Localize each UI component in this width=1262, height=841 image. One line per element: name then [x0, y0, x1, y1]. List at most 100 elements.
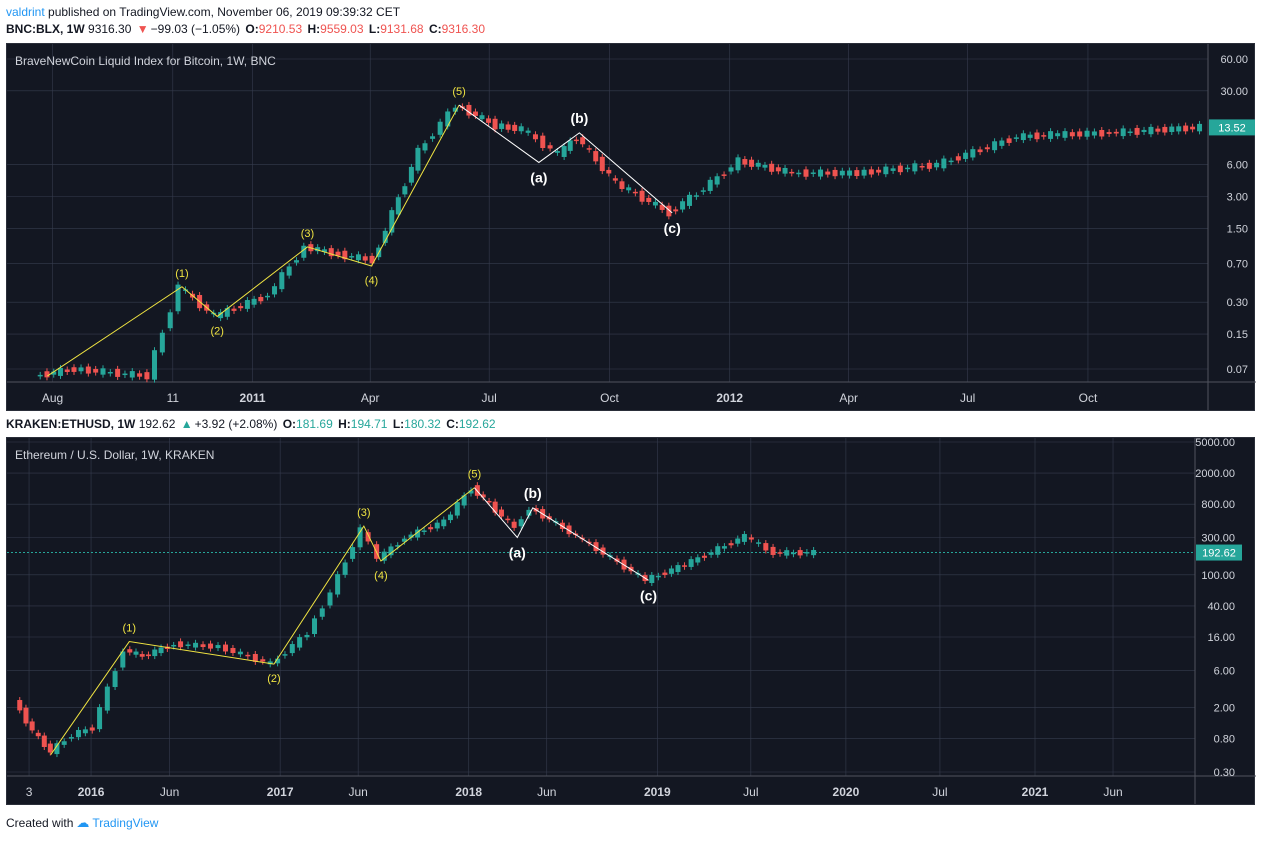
- candle-body: [804, 551, 810, 554]
- grid-lines: [7, 438, 1195, 776]
- candle-body: [619, 181, 625, 189]
- candle-body: [682, 565, 688, 567]
- candle-body: [825, 171, 831, 175]
- author-name[interactable]: valdrint: [6, 5, 45, 19]
- candle-body: [675, 565, 681, 572]
- chart1-symbol[interactable]: BNC:BLX, 1W: [6, 22, 85, 36]
- candle-body: [127, 649, 133, 653]
- candle-body: [193, 642, 199, 648]
- candle-body: [245, 654, 251, 657]
- candle-body: [54, 743, 60, 755]
- candle-body: [335, 574, 341, 595]
- chart2-close-label: C:: [446, 417, 459, 431]
- candle-body: [632, 191, 638, 194]
- candle-body: [468, 490, 474, 494]
- publish-header: valdrint published on TradingView.com, N…: [6, 5, 400, 19]
- candle-body: [37, 374, 43, 377]
- candle-body: [498, 509, 504, 517]
- candle-body: [518, 126, 524, 132]
- wave-label: (5): [468, 469, 481, 481]
- candle-body: [941, 158, 947, 169]
- wave-label: (1): [123, 623, 136, 635]
- y-tick-label: 1.50: [1227, 223, 1248, 235]
- last-price-badge: [1196, 544, 1242, 561]
- chart1-change: −99.03 (−1.05%): [150, 22, 241, 36]
- x-tick-label: 11: [167, 391, 180, 405]
- chart1-svg[interactable]: BraveNewCoin Liquid Index for Bitcoin, 1…: [7, 44, 1256, 412]
- x-tick-label: Jun: [1103, 785, 1122, 799]
- candle-body: [876, 169, 882, 173]
- x-tick-label: Jul: [932, 785, 947, 799]
- candle-body: [818, 169, 824, 177]
- x-tick-label: 2019: [644, 785, 671, 799]
- candle-body: [445, 111, 451, 127]
- candle-body: [782, 167, 788, 174]
- candle-body: [319, 608, 325, 617]
- chart2-svg[interactable]: Ethereum / U.S. Dollar, 1W, KRAKEN 5000.0…: [7, 438, 1256, 806]
- candle-body: [104, 686, 110, 711]
- candle-body: [1006, 138, 1012, 143]
- candle-body: [260, 659, 266, 662]
- candle-body: [23, 707, 29, 724]
- candle-body: [742, 159, 748, 165]
- y-tick-label: 0.07: [1227, 364, 1248, 376]
- candle-body: [695, 557, 701, 563]
- candle-body: [784, 550, 790, 556]
- candle-body: [244, 300, 250, 309]
- x-tick-label: Oct: [1079, 391, 1098, 405]
- wave-label: (3): [357, 507, 370, 519]
- candle-body: [230, 647, 236, 654]
- candle-body: [999, 140, 1005, 146]
- candle-body: [178, 641, 184, 648]
- candle-body: [839, 170, 845, 176]
- y-tick-label: 0.80: [1214, 734, 1235, 746]
- candle-body: [120, 651, 126, 668]
- candle-body: [1190, 126, 1196, 130]
- candle-body: [600, 547, 606, 555]
- tradingview-link[interactable]: TradingView: [92, 816, 159, 830]
- candle-body: [68, 737, 74, 739]
- candle-body: [434, 522, 440, 529]
- candle-body: [646, 197, 652, 202]
- candle-body: [437, 121, 443, 135]
- candle-body: [44, 371, 50, 378]
- candle-body: [505, 518, 511, 521]
- candle-body: [315, 247, 321, 252]
- candle-body: [145, 654, 151, 657]
- impulse-wave-line: [50, 487, 475, 755]
- candle-body: [832, 169, 838, 177]
- candle-body: [452, 107, 458, 112]
- candle-body: [748, 537, 754, 540]
- candle-body: [905, 167, 911, 170]
- candle-body: [71, 367, 77, 372]
- candle-body: [1183, 125, 1189, 132]
- wave-label: (c): [640, 587, 657, 603]
- chart1-close-label: C:: [428, 22, 442, 36]
- x-tick-label: 2018: [455, 785, 482, 799]
- wave-label: (3): [301, 228, 314, 240]
- candle-body: [282, 654, 288, 656]
- y-tick-label: 30.00: [1220, 86, 1248, 98]
- candle-body: [208, 643, 214, 649]
- chart2-open: 181.69: [296, 417, 333, 431]
- candle-body: [381, 551, 387, 561]
- chart2-symbol[interactable]: KRAKEN:ETHUSD, 1W: [6, 417, 136, 431]
- chart2-pane[interactable]: Ethereum / U.S. Dollar, 1W, KRAKEN 5000.0…: [6, 437, 1256, 806]
- chart1-change-arrow-icon: ▼: [136, 22, 149, 36]
- candle-body: [415, 529, 421, 538]
- x-tick-label: Jul: [960, 391, 975, 405]
- candle-body: [222, 644, 228, 652]
- candle-body: [29, 721, 35, 731]
- candle-body: [137, 373, 143, 377]
- candle-body: [777, 552, 783, 554]
- candle-body: [408, 166, 414, 183]
- candle-body: [735, 538, 741, 544]
- chart2-price: 192.62: [138, 417, 176, 431]
- candle-body: [755, 162, 761, 167]
- last-price-badge: [1209, 119, 1255, 136]
- candle-body: [547, 145, 553, 149]
- chart1-pane[interactable]: BraveNewCoin Liquid Index for Bitcoin, 1…: [6, 43, 1256, 412]
- candle-body: [1091, 131, 1097, 136]
- candle-body: [715, 546, 721, 555]
- chart1-symbol-header: BNC:BLX, 1W 9316.30 ▼ −99.03 (−1.05%) O:9…: [6, 22, 487, 36]
